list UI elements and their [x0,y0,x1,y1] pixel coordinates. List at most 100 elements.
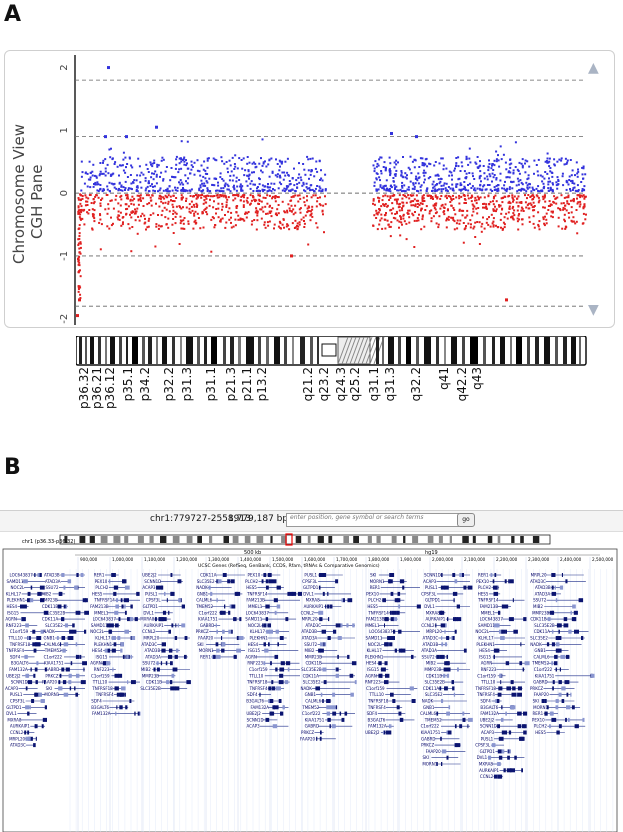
data-point [289,182,292,185]
data-point [294,211,297,214]
gene-exon [40,629,44,634]
data-point [401,201,404,204]
data-point [182,183,185,186]
data-point [492,220,495,223]
gene-exon [320,692,323,697]
data-point [308,177,310,180]
data-point [464,216,467,219]
data-point [249,202,252,205]
scroll-down-icon[interactable]: ▼ [588,302,599,318]
data-point [299,197,302,200]
data-point [452,187,455,190]
band [300,337,305,364]
data-point [140,186,143,189]
gene-exon [124,604,126,609]
gene-label: CCNL2 [480,774,494,779]
gene-exon [282,705,284,710]
gene-label: AURKAIP1 [10,724,30,729]
data-point [131,195,134,198]
data-point [532,201,535,204]
data-point [480,180,482,183]
data-point [502,153,505,156]
ruler-tick: 1,900,000 [400,557,422,562]
data-point [395,163,398,166]
data-point [580,194,583,197]
data-point [108,181,111,184]
data-point [162,196,165,199]
data-point [279,165,281,168]
data-point [165,189,168,192]
data-point [220,190,223,193]
data-point [403,220,406,223]
data-point [170,199,172,202]
data-point [458,202,461,205]
data-point [565,162,568,165]
data-point [267,186,270,189]
data-point [167,226,170,229]
data-point [455,183,458,186]
gene-exon [42,717,47,722]
gene-label: KLHL17 [367,648,383,653]
data-point [278,220,281,223]
data-point [485,188,488,191]
data-point [288,207,291,210]
gene-exon [344,711,348,716]
chrom-band [367,536,372,543]
gene-exon [498,610,501,615]
data-point [106,194,109,196]
gene-exon [171,623,174,628]
data-point [265,212,267,215]
data-point [172,209,175,212]
data-point [99,213,101,216]
data-point [141,212,144,215]
data-point [436,173,439,176]
data-point [190,164,193,167]
data-point [526,160,529,163]
gene-exon [565,717,567,722]
data-point [298,208,301,211]
gene-exon [69,686,72,691]
data-point [497,187,500,190]
data-point [321,179,324,182]
data-point [462,222,465,224]
data-point [501,228,504,231]
gene-exon [69,629,73,634]
data-point [245,199,248,202]
gene-exon [104,648,110,653]
data-point [251,162,254,165]
data-point [511,196,514,199]
data-point [544,171,547,173]
data-point [406,174,408,177]
data-point [79,209,82,212]
data-point [418,213,420,216]
data-point [493,164,496,167]
gene-exon [498,686,503,691]
search-input[interactable]: enter position, gene symbol or search te… [286,513,459,527]
data-point [434,204,437,207]
gene-exon [492,585,498,590]
band-label: p21.1 [240,367,254,401]
data-point [483,177,486,180]
gene-exon [267,623,271,628]
data-point [258,198,261,201]
data-point [135,190,138,192]
data-point [400,171,403,174]
gene-label: SLC35E2 [530,636,548,641]
chrom-band [244,536,251,543]
gene-label: CDK11A [534,629,551,634]
data-point [569,159,572,161]
data-point [491,180,493,183]
data-point [166,187,169,190]
data-point [564,204,567,207]
scroll-up-icon[interactable]: ▲ [588,60,599,76]
data-point [471,214,474,217]
data-point [543,224,546,227]
go-button[interactable]: go [457,513,475,527]
data-point [376,228,379,231]
data-point [254,183,256,186]
data-point [493,189,496,191]
gene-label: SKI [370,573,376,578]
data-point [409,194,412,197]
data-point [432,186,435,189]
data-point [489,175,492,178]
